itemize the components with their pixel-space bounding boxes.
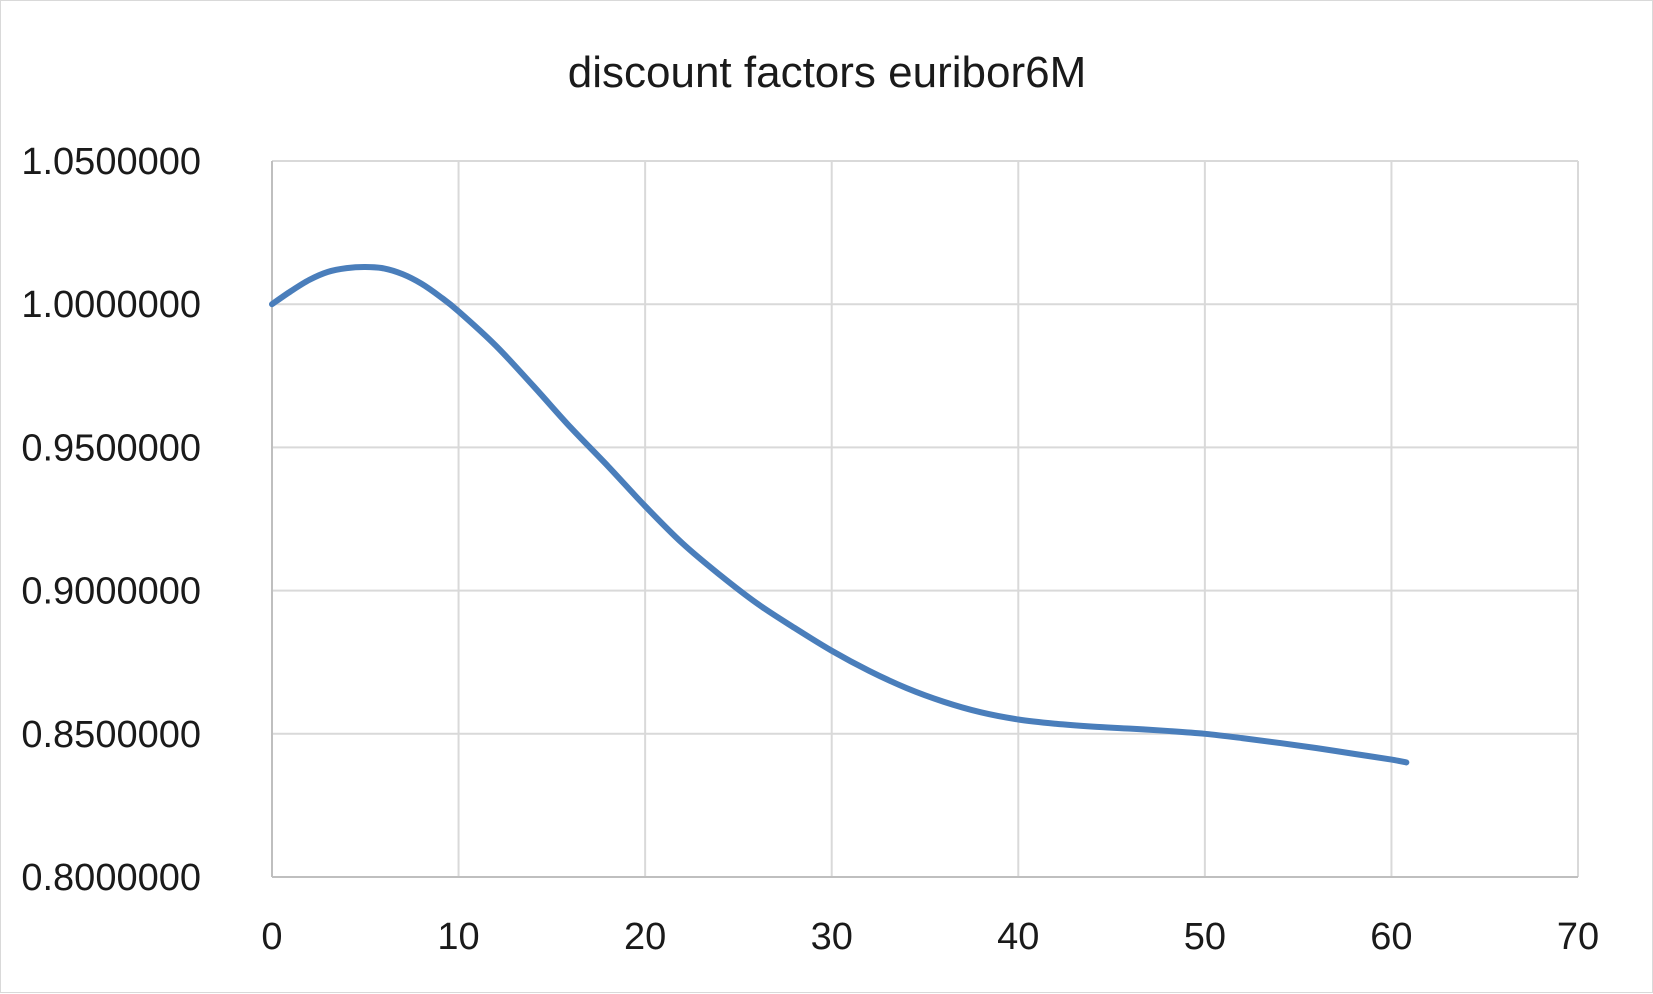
x-tick-label: 40 [997, 916, 1039, 958]
series-lines [269, 263, 1410, 766]
x-tick-label: 50 [1184, 916, 1226, 958]
grid-lines [272, 160, 1579, 877]
x-tick-label: 30 [811, 916, 853, 958]
axes [271, 161, 1578, 878]
y-tick-label: 0.9500000 [21, 427, 201, 469]
series-line [269, 263, 1410, 766]
y-axis-tick-labels: 0.8000000 0.8500000 0.9000000 0.9500000 1.00… [21, 141, 201, 899]
x-axis-tick-labels: 0 10 20 30 40 50 60 70 [261, 916, 1599, 958]
y-tick-label: 0.8000000 [21, 857, 201, 899]
y-tick-label: 1.0000000 [21, 284, 201, 326]
y-tick-label: 0.9000000 [21, 571, 201, 613]
x-tick-label: 70 [1557, 916, 1599, 958]
x-tick-label: 20 [624, 916, 666, 958]
x-tick-label: 10 [437, 916, 479, 958]
chart-title: discount factors euribor6M [568, 48, 1086, 97]
y-tick-label: 1.0500000 [21, 141, 201, 183]
x-tick-label: 0 [261, 916, 282, 958]
y-tick-label: 0.8500000 [21, 714, 201, 756]
x-tick-label: 60 [1370, 916, 1412, 958]
